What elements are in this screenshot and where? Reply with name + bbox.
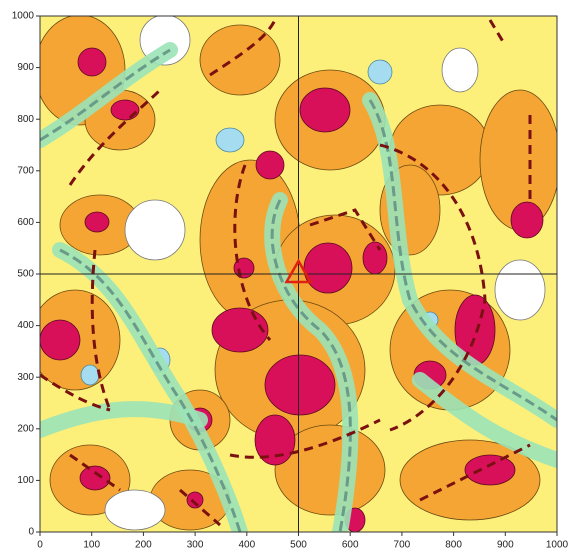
y-tick-label: 900 (17, 62, 34, 73)
y-tick-label: 200 (17, 423, 34, 434)
y-tick-label: 600 (17, 217, 34, 228)
y-tick-label: 1000 (12, 11, 35, 22)
x-tick-label: 100 (83, 540, 100, 551)
y-tick-label: 300 (17, 372, 34, 383)
x-tick-label: 200 (135, 540, 152, 551)
y-tick-label: 500 (17, 269, 34, 280)
y-tick-label: 700 (17, 165, 34, 176)
y-tick-label: 0 (28, 527, 34, 538)
x-tick-label: 600 (342, 540, 359, 551)
x-tick-label: 1000 (546, 540, 569, 551)
x-tick-label: 500 (290, 540, 307, 551)
x-tick-label: 900 (497, 540, 514, 551)
y-tick-label: 100 (17, 475, 34, 486)
x-tick-label: 700 (394, 540, 411, 551)
x-tick-label: 0 (37, 540, 43, 551)
y-tick-label: 400 (17, 320, 34, 331)
x-tick-label: 300 (187, 540, 204, 551)
y-tick-label: 800 (17, 114, 34, 125)
x-tick-label: 400 (238, 540, 255, 551)
x-tick-label: 800 (445, 540, 462, 551)
contour-map: 0 100 200 300 400 500 600 700 800 900 1000 0 100 200 3… (0, 0, 571, 553)
